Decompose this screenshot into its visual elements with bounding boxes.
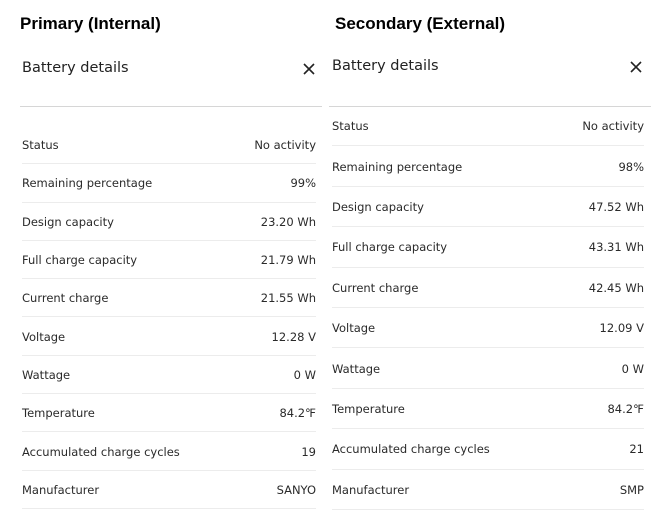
detail-label: Full charge capacity: [22, 253, 138, 268]
detail-value: No activity: [582, 119, 644, 134]
detail-row: Design capacity 23.20 Wh: [22, 203, 316, 242]
detail-value: 21.79 Wh: [260, 253, 316, 268]
detail-row: Current charge 21.55 Wh: [22, 279, 316, 318]
detail-label: Wattage: [22, 367, 71, 382]
detail-row: Current charge 42.45 Wh: [332, 268, 644, 309]
detail-value: No activity: [254, 138, 316, 153]
secondary-divider: [329, 106, 651, 107]
detail-row: Wattage 0 W: [332, 348, 644, 390]
primary-close-button[interactable]: [302, 62, 316, 76]
detail-row: Design capacity 47.52 Wh: [332, 187, 644, 228]
detail-row: Accumulated charge cycles 19: [22, 432, 316, 471]
detail-label: Design capacity: [22, 214, 114, 229]
primary-battery-panel: Battery details Status No activity Remaini…: [20, 50, 322, 515]
close-icon: [302, 62, 316, 76]
detail-label: Wattage: [332, 361, 381, 376]
detail-label: Current charge: [332, 280, 419, 295]
detail-value: 47.52 Wh: [588, 199, 644, 214]
secondary-panel-title: Battery details: [332, 58, 439, 74]
detail-label: Current charge: [22, 291, 109, 306]
secondary-battery-panel: Battery details Status No activity Remaini…: [329, 50, 651, 515]
detail-value: 12.09 V: [599, 321, 644, 336]
detail-label: Remaining percentage: [332, 159, 463, 174]
detail-value: 0 W: [293, 367, 316, 382]
detail-label: Temperature: [332, 401, 405, 416]
detail-row: Manufacturer SANYO: [22, 471, 316, 510]
detail-row: Temperature 84.2℉: [22, 394, 316, 433]
detail-label: Full charge capacity: [332, 240, 448, 255]
secondary-close-button[interactable]: [629, 60, 643, 74]
detail-row: Status No activity: [22, 126, 316, 165]
detail-value: 43.31 Wh: [588, 240, 644, 255]
detail-value: 21: [629, 442, 644, 457]
detail-row: Voltage 12.09 V: [332, 308, 644, 349]
detail-row: Full charge capacity 43.31 Wh: [332, 227, 644, 268]
detail-row: Accumulated charge cycles 21: [332, 429, 644, 470]
detail-row: Temperature 84.2℉: [332, 389, 644, 430]
primary-heading: Primary (Internal): [20, 14, 161, 33]
detail-value: 42.45 Wh: [588, 280, 644, 295]
detail-label: Temperature: [22, 406, 95, 421]
detail-value: 12.28 V: [271, 329, 316, 344]
primary-panel-title: Battery details: [22, 60, 129, 76]
detail-value: 98%: [618, 159, 644, 174]
detail-label: Design capacity: [332, 199, 424, 214]
primary-details-list: Status No activity Remaining percentage 99%…: [22, 126, 316, 510]
detail-row: Remaining percentage 98%: [332, 146, 644, 188]
secondary-details-list: Status No activity Remaining percentage 98%…: [332, 106, 644, 511]
detail-row: Status No activity: [332, 106, 644, 147]
detail-row: Full charge capacity 21.79 Wh: [22, 241, 316, 280]
detail-label: Remaining percentage: [22, 176, 153, 191]
detail-row: Voltage 12.28 V: [22, 318, 316, 357]
detail-value: 19: [301, 444, 316, 459]
secondary-heading: Secondary (External): [335, 14, 506, 33]
detail-label: Accumulated charge cycles: [332, 442, 490, 457]
detail-label: Voltage: [332, 321, 376, 336]
detail-value: 21.55 Wh: [260, 291, 316, 306]
detail-label: Status: [22, 138, 59, 153]
detail-value: 84.2℉: [607, 401, 644, 416]
detail-label: Manufacturer: [332, 482, 410, 497]
detail-row: Remaining percentage 99%: [22, 164, 316, 203]
detail-value: SMP: [619, 482, 644, 497]
detail-label: Manufacturer: [22, 482, 100, 497]
detail-value: 84.2℉: [279, 406, 316, 421]
primary-divider: [20, 106, 322, 107]
detail-label: Accumulated charge cycles: [22, 444, 180, 459]
detail-value: 0 W: [621, 361, 644, 376]
close-icon: [629, 60, 643, 74]
detail-value: SANYO: [276, 482, 316, 497]
detail-value: 99%: [290, 176, 316, 191]
detail-row: Manufacturer SMP: [332, 470, 644, 511]
detail-value: 23.20 Wh: [260, 214, 316, 229]
detail-label: Voltage: [22, 329, 66, 344]
detail-row: Wattage 0 W: [22, 356, 316, 395]
detail-label: Status: [332, 119, 369, 134]
